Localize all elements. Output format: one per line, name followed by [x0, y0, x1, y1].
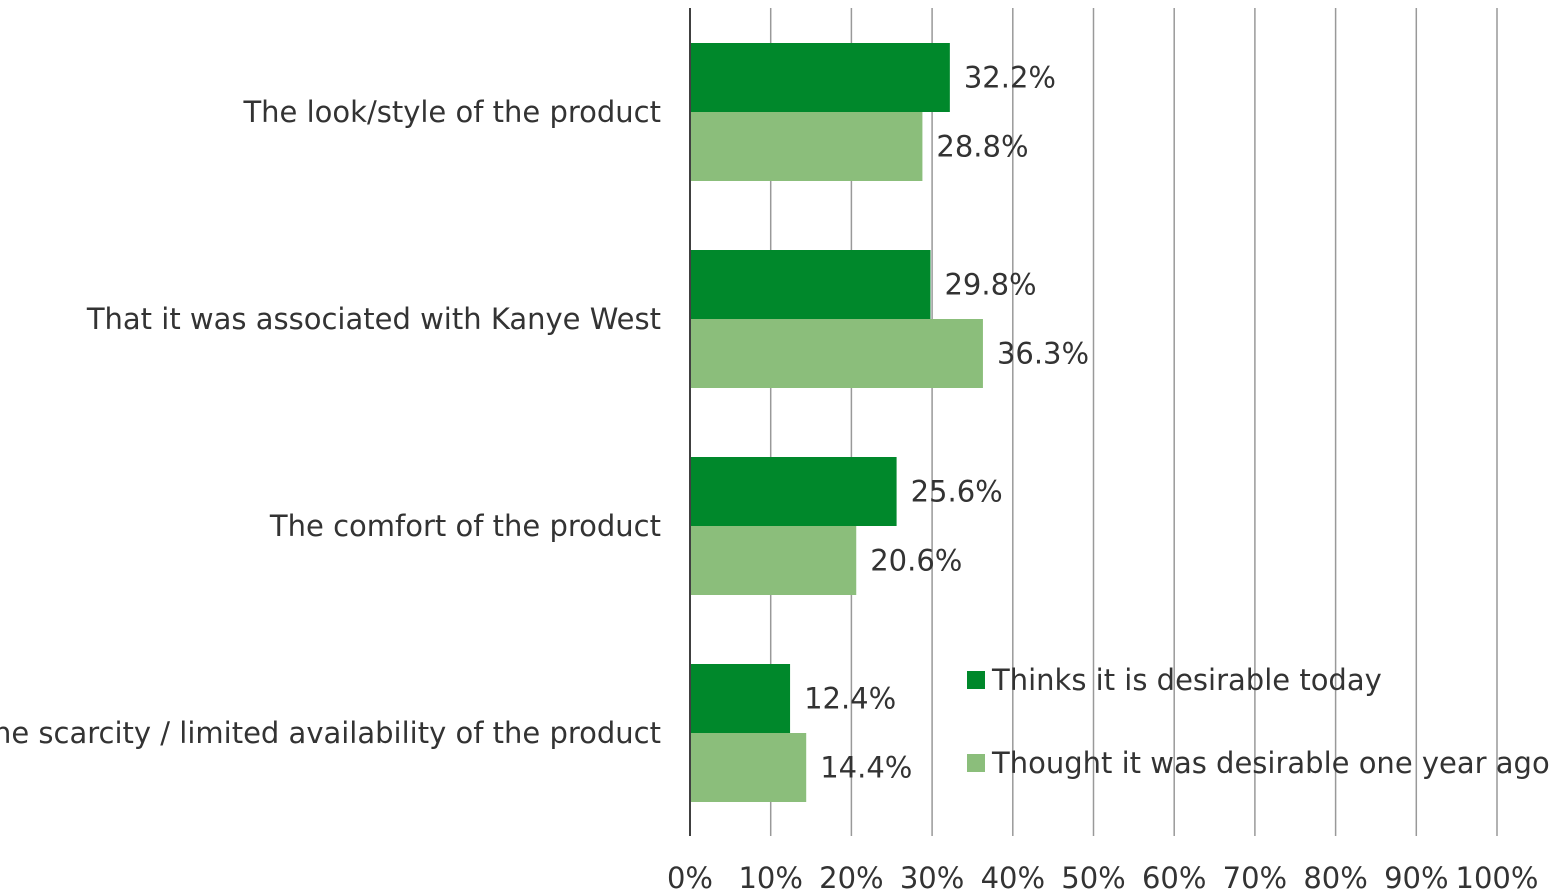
bar [690, 43, 950, 112]
data-label: 25.6% [911, 475, 1003, 509]
x-tick-label: 60% [1142, 861, 1206, 895]
x-tick-label: 20% [819, 861, 883, 895]
x-tick-label: 90% [1384, 861, 1448, 895]
x-tick-label: 50% [1061, 861, 1125, 895]
x-tick-label: 100% [1456, 861, 1539, 895]
legend-label: Thinks it is desirable today [991, 663, 1382, 697]
category-label: The look/style of the product [242, 95, 661, 129]
legend: Thinks it is desirable today Thought it … [967, 663, 1550, 780]
legend-item-today: Thinks it is desirable today [967, 663, 1382, 697]
x-tick-label: 10% [738, 861, 802, 895]
bar [690, 319, 983, 388]
bar [690, 112, 923, 181]
x-tick-label: 70% [1223, 861, 1287, 895]
category-labels: The look/style of the product That it was… [0, 95, 661, 750]
category-label: The comfort of the product [269, 509, 661, 543]
x-tick-label: 80% [1303, 861, 1367, 895]
bar [690, 733, 807, 802]
bar [690, 457, 897, 526]
data-label: 20.6% [870, 544, 962, 578]
bar [690, 526, 857, 595]
bars [690, 43, 983, 802]
legend-swatch [967, 671, 985, 689]
data-labels: 32.2% 28.8% 29.8% 36.3% 25.6% 20.6% 12.4% 14.4% [804, 61, 1089, 785]
bar [690, 664, 791, 733]
bar [690, 250, 931, 319]
x-tick-label: 40% [981, 861, 1045, 895]
data-label: 32.2% [964, 61, 1056, 95]
legend-label: Thought it was desirable one year ago [991, 746, 1550, 780]
category-label: That it was associated with Kanye West [86, 302, 661, 336]
data-label: 14.4% [820, 751, 912, 785]
x-tick-label: 30% [900, 861, 964, 895]
data-label: 28.8% [936, 130, 1028, 164]
x-tick-label: 0% [667, 861, 713, 895]
category-label: The scarcity / limited availability of t… [0, 716, 661, 750]
x-tick-labels: 0% 10% 20% 30% 40% 50% 60% 70% 80% 90% 100% [667, 861, 1538, 895]
legend-item-one-year-ago: Thought it was desirable one year ago [967, 746, 1550, 780]
data-label: 36.3% [997, 337, 1089, 371]
data-label: 29.8% [944, 268, 1036, 302]
legend-swatch [967, 754, 985, 772]
data-label: 12.4% [804, 682, 896, 716]
